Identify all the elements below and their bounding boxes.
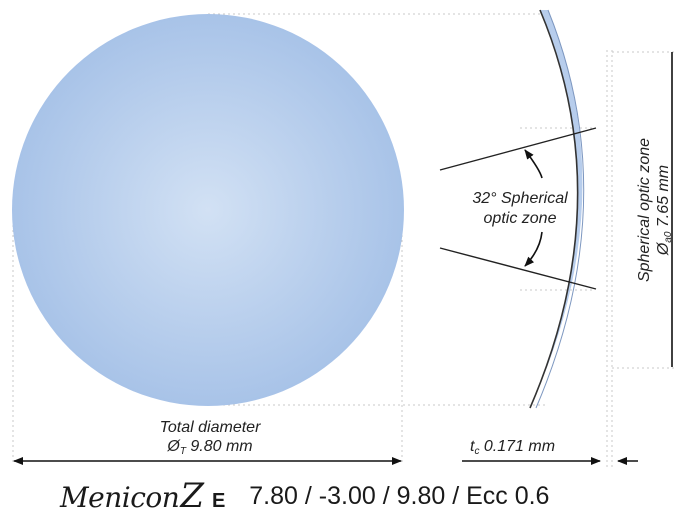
guide-lines — [12, 13, 677, 470]
lens-side-profile — [529, 9, 585, 409]
lower-angle-ray — [439, 247, 597, 290]
lens-parameters: 7.80 / -3.00 / 9.80 / Ecc 0.6 — [249, 481, 550, 510]
brand-logo-text: Menicon — [60, 481, 180, 514]
optic-zone-value: Øa0 7.65 mm — [655, 165, 674, 256]
center-thickness-label: tc 0.171 mm — [470, 438, 555, 457]
optic-zone-title: Spherical optic zone — [636, 138, 653, 282]
brand-logo-e: E — [211, 490, 226, 512]
lower-angle-arc — [524, 231, 543, 267]
product-spec-line: Menicon Z E 7.80 / -3.00 / 9.80 / Ecc 0.… — [60, 476, 660, 516]
total-diameter-value: ØT 9.80 mm — [166, 438, 252, 457]
lens-front-view — [12, 14, 404, 406]
brand-logo-z: Z — [180, 476, 204, 516]
total-diameter-title: Total diameter — [160, 419, 261, 436]
brand-logo: Menicon Z E — [60, 476, 225, 516]
upper-angle-ray — [439, 127, 597, 171]
angle-label-line2: optic zone — [484, 210, 557, 227]
upper-angle-arc — [524, 149, 543, 179]
optic-zone-angle — [439, 127, 597, 290]
angle-label-line1: 32° Spherical — [472, 190, 568, 207]
